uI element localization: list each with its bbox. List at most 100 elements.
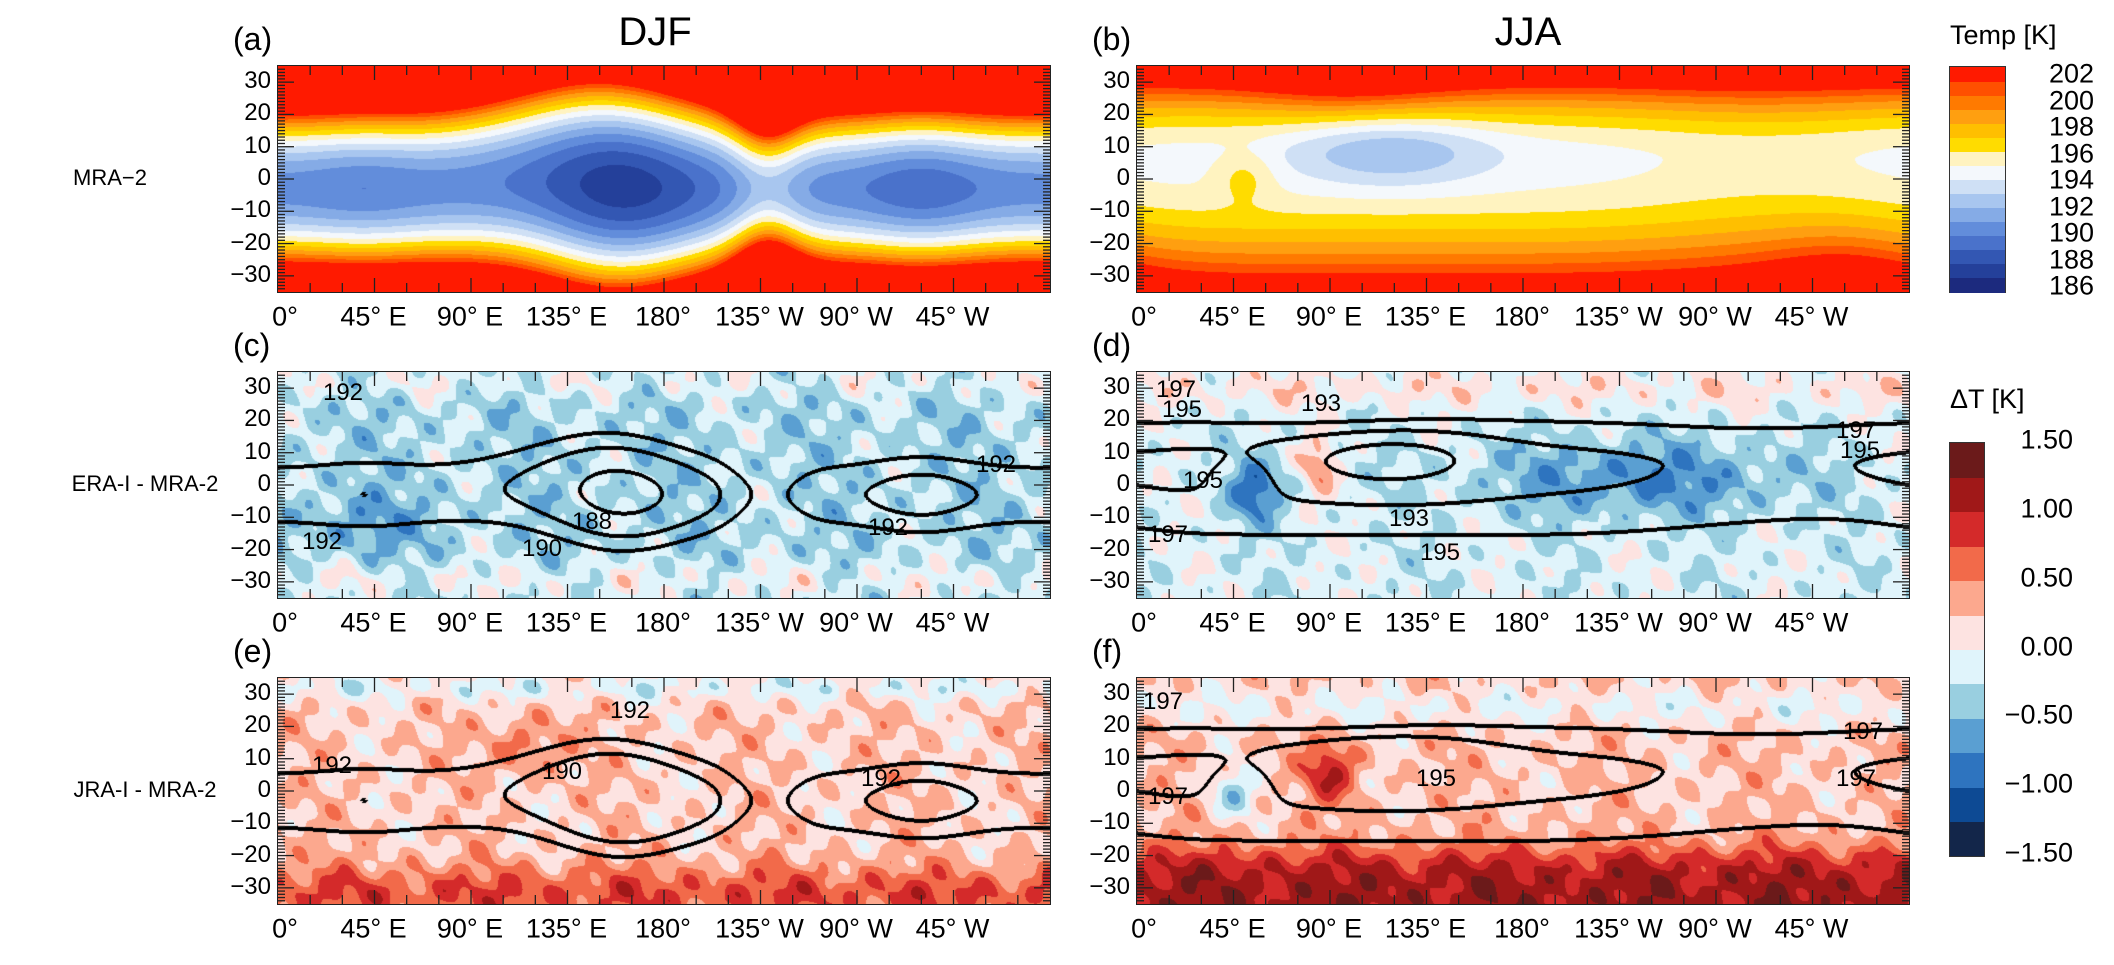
contour-label: 195 <box>1839 437 1881 464</box>
lat-tick-label: 30 <box>1103 373 1130 401</box>
contour-label: 195 <box>1415 765 1457 792</box>
panel-label: (a) <box>233 21 273 57</box>
lon-tick-label: 135° E <box>1384 913 1467 944</box>
heatmap-field <box>278 66 1050 292</box>
axis-ticks <box>278 678 1050 904</box>
lon-tick-label: 180° <box>1494 301 1550 332</box>
lon-tick-label: 135° W <box>1574 607 1663 638</box>
lon-tick-label: 0° <box>272 301 298 332</box>
lat-tick-label: −10 <box>1089 196 1130 224</box>
colorbar-band <box>1950 221 2005 237</box>
lon-tick-label: 180° <box>635 607 691 638</box>
lon-tick-label: 180° <box>635 301 691 332</box>
temp-colorbar-title: Temp [K] <box>1950 20 2057 50</box>
map-panel-c <box>277 371 1051 599</box>
row-label-era-minus-mra2: ERA-I - MRA-2 <box>71 471 219 496</box>
lat-tick-label: 20 <box>244 99 271 127</box>
colorbar-tick-label: −1.50 <box>2004 837 2073 868</box>
map-panel-e <box>277 677 1051 905</box>
contour-label: 197 <box>1835 765 1877 792</box>
colorbar-band <box>1950 137 2005 152</box>
lat-tick-label: 30 <box>244 373 271 401</box>
map-panel-b <box>1136 65 1910 293</box>
lat-tick-label: 0 <box>1116 470 1130 497</box>
lon-tick-label: 45° E <box>340 913 407 944</box>
temp-colorbar <box>1949 66 2006 293</box>
contour-label: 192 <box>301 528 343 555</box>
contour-label: 193 <box>1300 390 1342 417</box>
lon-tick-label: 45° W <box>915 913 990 944</box>
contour-label: 190 <box>521 535 563 562</box>
map-panel-a <box>277 65 1051 293</box>
lon-tick-label: 0° <box>1131 913 1157 944</box>
panel-label: (e) <box>233 633 273 669</box>
lat-tick-label: 20 <box>1103 711 1130 739</box>
lon-tick-label: 0° <box>272 913 298 944</box>
colorbar-band <box>1950 511 1984 547</box>
colorbar-tick-label: 0.00 <box>2020 631 2073 661</box>
colorbar-band <box>1950 718 1984 754</box>
lon-tick-label: 90° W <box>1678 607 1752 638</box>
lat-tick-label: −20 <box>1089 534 1130 562</box>
column-title-jja: JJA <box>1494 10 1562 54</box>
lon-tick-label: 90° W <box>819 913 893 944</box>
colorbar-tick-label: 192 <box>2048 191 2094 221</box>
colorbar-band <box>1950 546 1984 582</box>
lon-tick-label: 90° E <box>1295 913 1363 944</box>
contour-label: 197 <box>1835 417 1877 444</box>
colorbar-tick-label: 196 <box>2048 138 2094 168</box>
lon-tick-label: 135° E <box>1384 301 1467 332</box>
lat-tick-label: −20 <box>1089 840 1130 868</box>
colorbar-band <box>1950 67 2005 82</box>
heatmap-field <box>278 678 1050 904</box>
colorbar-tick-label: 0.50 <box>2020 562 2073 593</box>
lat-tick-label: 0 <box>257 164 271 191</box>
row-label-mra2: MRA−2 <box>73 165 147 190</box>
colorbar-tick-label: 194 <box>2048 164 2094 195</box>
contour-label: 195 <box>1182 467 1224 494</box>
contour-label: 188 <box>571 508 613 535</box>
lat-tick-label: 20 <box>1103 405 1130 433</box>
lon-tick-label: 90° E <box>1295 607 1363 638</box>
lon-tick-label: 45° W <box>915 607 990 638</box>
axis-ticks <box>1137 678 1909 904</box>
lon-tick-label: 90° W <box>819 301 893 332</box>
lon-tick-label: 180° <box>1494 913 1550 944</box>
contour-label: 192 <box>322 379 364 406</box>
lat-tick-label: −20 <box>230 840 271 868</box>
lat-tick-label: −30 <box>230 260 271 288</box>
lon-tick-label: 180° <box>1494 607 1550 638</box>
colorbar-band <box>1950 207 2005 223</box>
colorbar-tick-label: −0.50 <box>2004 699 2073 730</box>
lat-tick-label: −20 <box>1089 228 1130 256</box>
lat-tick-label: −30 <box>230 872 271 900</box>
lon-tick-label: 135° E <box>525 607 608 638</box>
lon-tick-label: 135° W <box>715 607 804 638</box>
lon-tick-label: 45° W <box>1774 607 1849 638</box>
colorbar-band <box>1950 752 1984 788</box>
lat-tick-label: −10 <box>1089 808 1130 836</box>
lon-tick-label: 135° W <box>1574 913 1663 944</box>
lon-tick-label: 0° <box>1131 301 1157 332</box>
row-label-jra-minus-mra2: JRA-I - MRA-2 <box>73 777 217 802</box>
colorbar-band <box>1950 193 2005 209</box>
contour-label: 192 <box>860 765 902 792</box>
lon-tick-label: 45° E <box>340 607 407 638</box>
lat-tick-label: −20 <box>230 228 271 256</box>
heatmap-field <box>1137 372 1909 598</box>
colorbar-band <box>1950 443 1984 478</box>
lon-tick-label: 45° E <box>1199 301 1266 332</box>
lon-tick-label: 90° E <box>1295 301 1363 332</box>
lon-tick-label: 45° E <box>340 301 407 332</box>
contour-label: 193 <box>1388 505 1430 532</box>
axis-ticks <box>278 372 1050 598</box>
lat-tick-label: −30 <box>230 566 271 594</box>
map-panel-f <box>1136 677 1910 905</box>
map-panel-d <box>1136 371 1910 599</box>
contour-label: 195 <box>1161 396 1203 423</box>
lat-tick-label: 30 <box>244 679 271 707</box>
lon-tick-label: 90° E <box>436 913 504 944</box>
colorbar-band <box>1950 81 2005 96</box>
lon-tick-label: 90° E <box>436 607 504 638</box>
colorbar-band <box>1950 95 2005 110</box>
